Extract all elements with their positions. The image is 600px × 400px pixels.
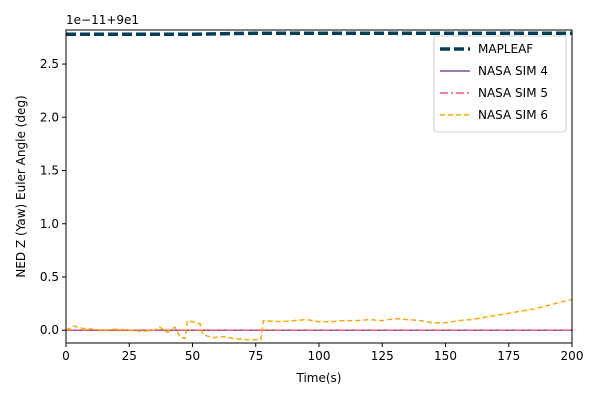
x-axis: 0 25 50 75 100 125 150 175 200	[62, 343, 583, 363]
x-tick-label: 25	[122, 349, 137, 363]
y-axis: 0.0 0.5 1.0 1.5 2.0 2.5	[40, 57, 66, 337]
y-axis-label: NED Z (Yaw) Euler Angle (deg)	[14, 95, 28, 277]
series-line-nasa-sim-6	[66, 298, 572, 341]
x-tick-label: 200	[561, 349, 584, 363]
x-tick-label: 50	[185, 349, 200, 363]
x-tick-label: 75	[248, 349, 263, 363]
x-tick-label: 125	[371, 349, 394, 363]
x-axis-label: Time(s)	[296, 371, 342, 385]
x-tick-label: 100	[308, 349, 331, 363]
legend-label-nasa-sim-5: NASA SIM 5	[478, 86, 548, 100]
y-tick-label: 0.0	[40, 323, 59, 337]
x-tick-label: 175	[497, 349, 520, 363]
x-tick-label: 150	[434, 349, 457, 363]
series-line-mapleaf	[66, 31, 572, 37]
legend-box	[433, 35, 567, 133]
y-tick-label: 1.0	[40, 217, 59, 231]
y-tick-label: 2.5	[40, 57, 59, 71]
legend-label-nasa-sim-6: NASA SIM 6	[478, 108, 548, 122]
legend-label-nasa-sim-4: NASA SIM 4	[478, 64, 548, 78]
y-offset-text: 1e−11+9e1	[66, 13, 139, 27]
y-tick-label: 1.5	[40, 164, 59, 178]
y-tick-label: 0.5	[40, 270, 59, 284]
series-layer	[66, 31, 572, 341]
legend: MAPLEAF NASA SIM 4 NASA SIM 5 NASA SIM 6	[433, 35, 567, 133]
x-tick-label: 0	[62, 349, 70, 363]
y-tick-label: 2.0	[40, 110, 59, 124]
legend-label-mapleaf: MAPLEAF	[478, 42, 533, 56]
